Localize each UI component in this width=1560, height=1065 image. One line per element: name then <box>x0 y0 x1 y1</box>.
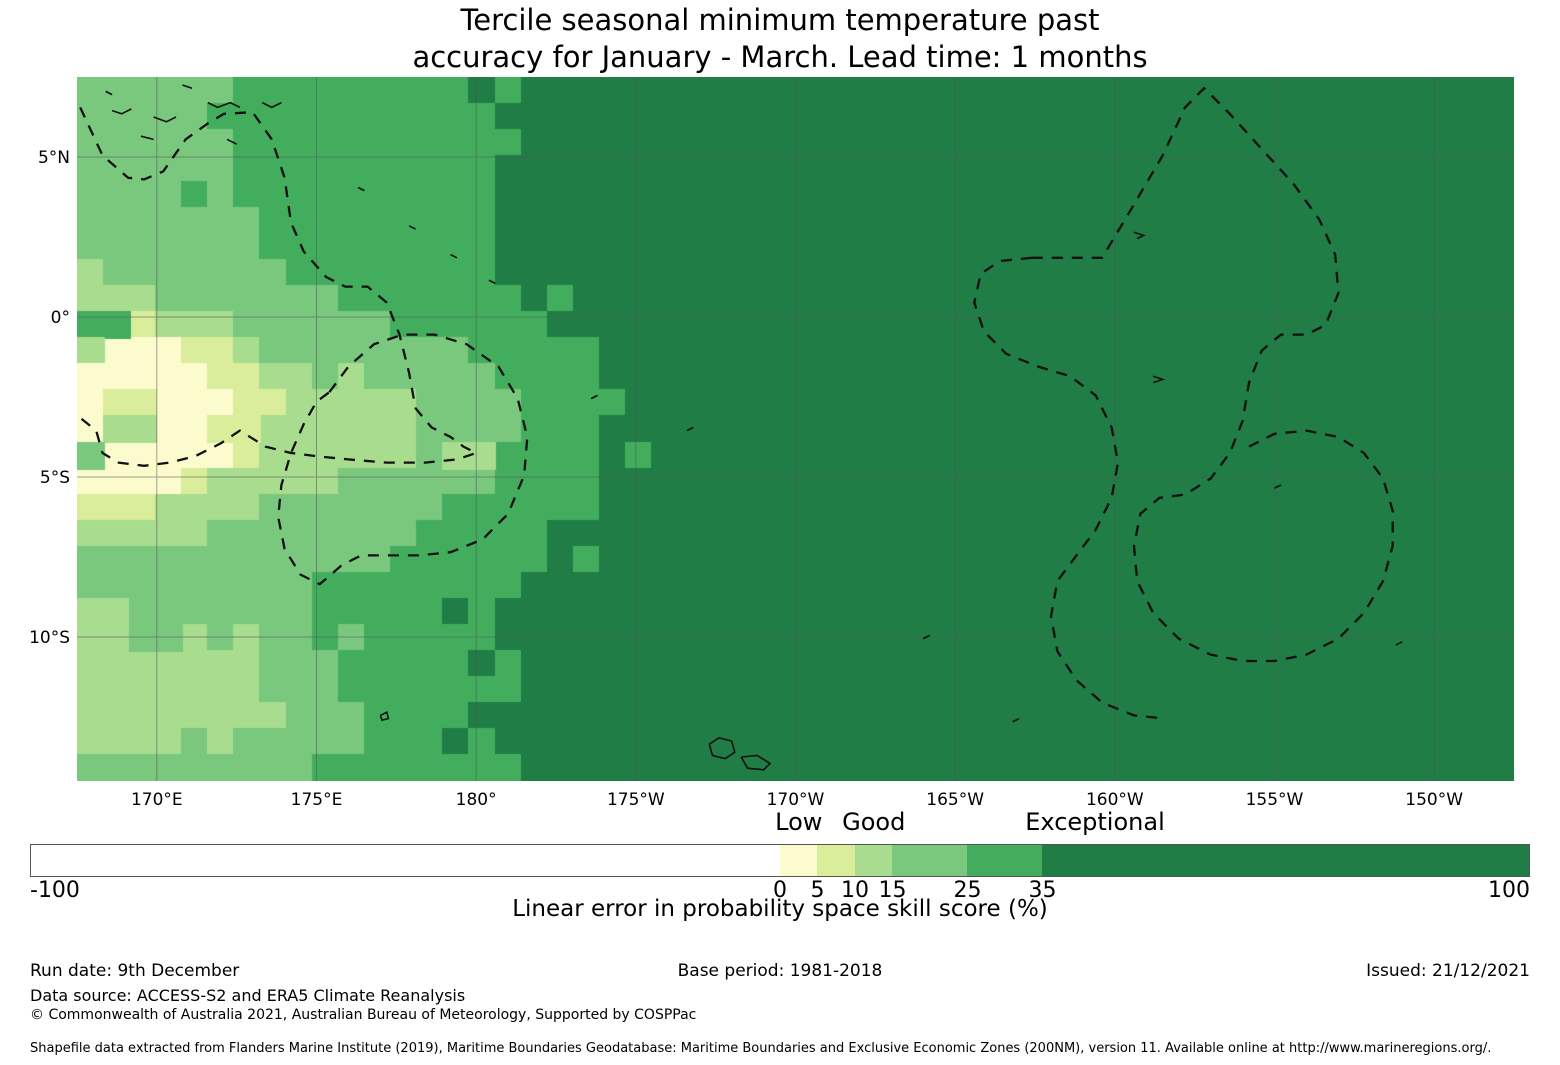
island-outline <box>740 754 772 771</box>
colorbar-tick-label: 0 <box>773 878 787 903</box>
y-tick-label: 10°S <box>29 628 70 648</box>
island-outline <box>1395 641 1403 646</box>
colorbar-tick-label: 5 <box>810 878 825 903</box>
colorbar-tick-label: 10 <box>841 878 869 903</box>
colorbar-axis-label: Linear error in probability space skill … <box>512 896 1048 922</box>
x-tick-label: 170°W <box>766 790 825 810</box>
x-tick-label: 175°W <box>606 790 665 810</box>
island-outline <box>1133 231 1146 240</box>
x-tick-label: 150°W <box>1405 790 1464 810</box>
colorbar-band <box>854 845 893 876</box>
island-outline <box>207 101 241 109</box>
map-gridlines <box>77 77 1514 781</box>
y-tick-label: 5°N <box>37 148 70 168</box>
colorbar-tick-label: -100 <box>30 878 80 903</box>
island-outline <box>686 426 694 432</box>
x-tick-label: 165°W <box>926 790 985 810</box>
x-tick-label: 160°W <box>1085 790 1144 810</box>
footer-shapefile-attribution: Shapefile data extracted from Flanders M… <box>30 1041 1492 1056</box>
colorbar-band <box>892 845 968 876</box>
colorbar-band <box>817 845 855 876</box>
colorbar-tick-labels: -100 0 5 10 15 25 35 100 <box>30 878 1530 906</box>
footer-data-source: Data source: ACCESS-S2 and ERA5 Climate … <box>30 986 466 1005</box>
colorbar: Low Good Exceptional -100 0 5 10 15 25 35 100 <box>30 808 1530 903</box>
eez-boundary <box>277 333 529 586</box>
x-tick-label: 180° <box>455 790 497 810</box>
island-outline <box>182 84 193 89</box>
island-outline <box>450 253 458 259</box>
island-outline <box>111 108 132 115</box>
colorbar-bands <box>30 844 1530 877</box>
colorbar-band <box>967 845 1043 876</box>
map-overlay <box>77 77 1514 781</box>
footer-issued-date: Issued: 21/12/2021 <box>1366 961 1530 981</box>
coastline-islands <box>105 84 1403 771</box>
island-outline <box>140 135 154 141</box>
island-outline <box>153 116 177 123</box>
x-tick-label: 175°E <box>290 790 343 810</box>
colorbar-band <box>1042 845 1530 876</box>
island-outline <box>226 138 238 145</box>
colorbar-tick-label: 100 <box>1488 878 1530 903</box>
x-tick-label: 170°E <box>130 790 183 810</box>
x-tick-label: 155°W <box>1245 790 1304 810</box>
eez-boundary <box>973 256 1167 720</box>
colorbar-tick-label: 35 <box>1028 878 1057 903</box>
colorbar-tick-label: 15 <box>878 878 907 903</box>
title-line-1: Tercile seasonal minimum temperature pas… <box>460 3 1100 37</box>
island-outline <box>357 186 365 192</box>
island-outline <box>488 279 496 285</box>
title-line-2: accuracy for January - March. Lead time:… <box>412 40 1148 74</box>
page-title: Tercile seasonal minimum temperature pas… <box>0 2 1560 76</box>
eez-boundary-lines <box>79 87 1394 720</box>
colorbar-tick-label: 25 <box>953 878 982 903</box>
island-outline <box>105 90 113 96</box>
colorbar-category-label: Low <box>775 808 823 836</box>
footer-copyright: © Commonwealth of Australia 2021, Austra… <box>30 1007 697 1023</box>
island-outline <box>379 711 390 722</box>
island-outline <box>590 394 598 400</box>
eez-boundary <box>1031 87 1394 663</box>
island-outline <box>1012 717 1020 723</box>
eez-boundary <box>79 106 478 467</box>
island-outline <box>261 101 282 109</box>
island-outline <box>922 634 930 640</box>
footer-run-date: Run date: 9th December <box>30 961 240 981</box>
y-tick-label: 0° <box>50 308 70 328</box>
colorbar-category-label: Good <box>842 808 906 836</box>
colorbar-category-labels: Low Good Exceptional <box>30 808 1530 838</box>
map-plot-area <box>77 77 1514 781</box>
colorbar-category-label: Exceptional <box>1025 808 1165 836</box>
footer-base-period: Base period: 1981-2018 <box>677 961 883 981</box>
y-tick-label: 5°S <box>39 468 70 488</box>
island-outline <box>408 225 416 230</box>
island-outline <box>1152 375 1166 384</box>
island-outline <box>708 736 736 760</box>
colorbar-band <box>780 845 818 876</box>
island-outline <box>1274 484 1282 489</box>
colorbar-band <box>31 845 780 876</box>
